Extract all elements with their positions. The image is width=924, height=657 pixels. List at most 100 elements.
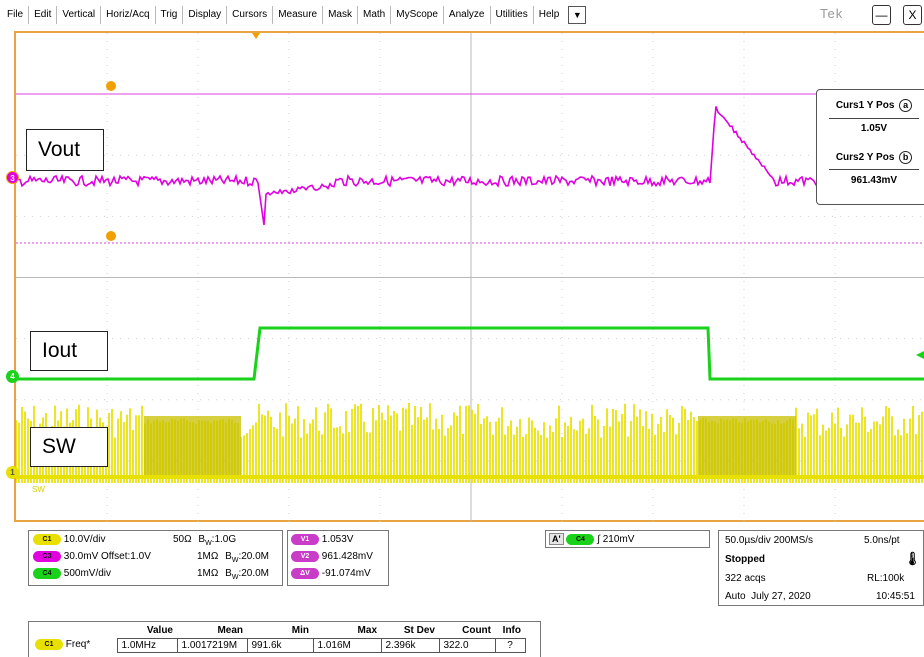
curs2-value: 961.43mV: [850, 175, 898, 186]
menu-edit[interactable]: Edit: [29, 6, 58, 24]
acq-count: 322 acqs: [725, 573, 766, 584]
menu-display[interactable]: Display: [183, 6, 228, 24]
ch4-settings[interactable]: C4 500mV/div: [33, 568, 111, 579]
ch4-pill[interactable]: C4: [33, 568, 61, 579]
meas-max: 1.016M: [312, 637, 382, 653]
ch1-scale: 10.0V/div: [63, 534, 106, 546]
v2-pill[interactable]: V2: [291, 551, 319, 562]
brand-logo: Tek: [820, 6, 844, 21]
delta-v-value: -91.074mV: [321, 568, 371, 580]
ch4-marker[interactable]: 4: [6, 370, 19, 383]
acq-date: July 27, 2020: [751, 591, 811, 602]
meas-mean: 1.0017219M: [176, 637, 248, 653]
menu-analyze[interactable]: Analyze: [444, 6, 491, 24]
delta-v-pill[interactable]: ΔV: [291, 568, 319, 579]
ch3-scale: 30.0mV: [63, 551, 99, 563]
scope-display[interactable]: Vout Iout SW SW Curs1 Y Pos a 1.05V Curs…: [14, 31, 924, 522]
meas-stdev: 2.396k: [380, 637, 440, 653]
ch1-sw-burst-2: [698, 416, 796, 478]
meas-source-pill[interactable]: C1: [35, 639, 63, 651]
meas-header-info: Info: [502, 625, 521, 637]
ch3-settings[interactable]: C3 30.0mV Offset:1.0V: [33, 551, 151, 562]
ch1-impedance: 50Ω: [173, 534, 192, 545]
menu-vertical[interactable]: Vertical: [57, 6, 102, 24]
sample-rate: 200MS/s: [773, 535, 814, 546]
curs1-title: Curs1 Y Pos: [835, 100, 895, 111]
meas-header-count: Count: [462, 625, 491, 637]
ch3-vout-waveform: [16, 106, 924, 226]
cursor-readout-panel: Curs1 Y Pos a 1.05V Curs2 Y Pos b 961.43…: [816, 89, 924, 205]
ch1-marker[interactable]: 1: [6, 466, 19, 479]
acquisition-panel[interactable]: 50.0µs/div 200MS/s 5.0ns/pt Stopped 🌡︎ 3…: [718, 530, 924, 606]
meas-name: Freq*: [65, 639, 91, 651]
ch3-offset: Offset:1.0V: [101, 551, 151, 563]
cursor-a-badge: a: [899, 99, 913, 112]
iout-label: Iout: [30, 331, 108, 371]
timebase: 50.0µs/div: [725, 535, 771, 546]
cursor-b-badge: b: [899, 151, 913, 164]
meas-header-value: Value: [146, 625, 173, 637]
meas-count: 322.0: [438, 637, 496, 653]
ch3-impedance: 1MΩ: [197, 551, 219, 562]
meas-min: 991.6k: [246, 637, 314, 653]
resolution: 5.0ns/pt: [864, 535, 900, 546]
ch3-marker[interactable]: 3: [6, 171, 19, 184]
trigger-edge-icon: ∫: [597, 534, 600, 545]
measurement-table: Value Mean Min Max St Dev Count Info C1 …: [31, 624, 526, 653]
menu-mask[interactable]: Mask: [323, 6, 358, 24]
acq-state: Stopped: [725, 554, 765, 565]
thermometer-icon: 🌡︎: [904, 551, 921, 566]
ch4-scale: 500mV/div: [63, 568, 112, 580]
ch4-bw: BW:20.0M: [225, 568, 270, 581]
minimize-button[interactable]: —: [872, 5, 891, 25]
meas-header-stdev: St Dev: [403, 625, 435, 637]
channel-settings-panel[interactable]: C1 10.0V/div 50Ω BW:1.0G C3 30.0mV Offse…: [28, 530, 283, 586]
meas-value: 1.0MHz: [116, 637, 178, 653]
ch3-bw: BW:20.0M: [225, 551, 270, 564]
menu-myscope[interactable]: MyScope: [391, 6, 444, 24]
meas-header-min: Min: [291, 625, 309, 637]
trigger-panel[interactable]: A' C4 ∫ 210mV: [545, 530, 710, 548]
menu-measure[interactable]: Measure: [273, 6, 324, 24]
curs1-value: 1.05V: [860, 123, 888, 134]
menu-cursors[interactable]: Cursors: [227, 6, 274, 24]
meas-header-mean: Mean: [217, 625, 243, 637]
sw-channel-tag: SW: [32, 485, 45, 494]
menu-utilities[interactable]: Utilities: [491, 6, 534, 24]
menu-horiz-acq[interactable]: Horiz/Acq: [101, 6, 156, 24]
cursor-a-marker: [106, 81, 116, 91]
cursor-b-marker: [106, 231, 116, 241]
measurement-panel[interactable]: Value Mean Min Max St Dev Count Info C1 …: [28, 621, 541, 657]
table-row[interactable]: C1 Freq* 1.0MHz 1.0017219M 991.6k 1.016M…: [31, 637, 526, 653]
ch1-sw-burst-1: [144, 416, 241, 478]
meas-header-max: Max: [357, 625, 377, 637]
trigger-mode: Auto: [725, 591, 746, 602]
ch4-level-arrow: [916, 351, 924, 359]
record-length: RL:100k: [867, 573, 905, 584]
menu-bar: File Edit Vertical Horiz/Acq Trig Displa…: [0, 0, 924, 30]
trigger-level: 210mV: [602, 534, 635, 545]
ch3-pill[interactable]: C3: [33, 551, 61, 562]
trigger-position-icon: [252, 33, 260, 39]
menu-trig[interactable]: Trig: [156, 6, 184, 24]
v1-pill[interactable]: V1: [291, 534, 319, 545]
v2-value: 961.428mV: [321, 551, 373, 563]
close-button[interactable]: X: [903, 5, 922, 25]
curs2-title: Curs2 Y Pos: [835, 152, 895, 163]
menu-help[interactable]: Help: [538, 9, 560, 20]
ch4-iout-waveform: [16, 326, 924, 381]
scope-waveform-area: [16, 33, 924, 522]
menu-file[interactable]: File: [2, 6, 30, 24]
cursor-values-panel[interactable]: V1 1.053V V2 961.428mV ΔV -91.074mV: [287, 530, 389, 586]
trigger-source-pill[interactable]: C4: [566, 533, 595, 545]
ch1-bw: BW:1.0G: [198, 534, 237, 547]
vout-label: Vout: [26, 129, 104, 171]
v1-value: 1.053V: [321, 534, 354, 546]
menu-dropdown-button[interactable]: ▼: [568, 6, 587, 24]
ch1-settings[interactable]: C1 10.0V/div: [33, 534, 105, 545]
sw-label: SW: [30, 427, 108, 467]
menu-math[interactable]: Math: [358, 6, 392, 24]
ch1-pill[interactable]: C1: [33, 534, 61, 545]
info-icon[interactable]: ?: [494, 637, 526, 653]
acq-time: 10:45:51: [876, 591, 915, 602]
